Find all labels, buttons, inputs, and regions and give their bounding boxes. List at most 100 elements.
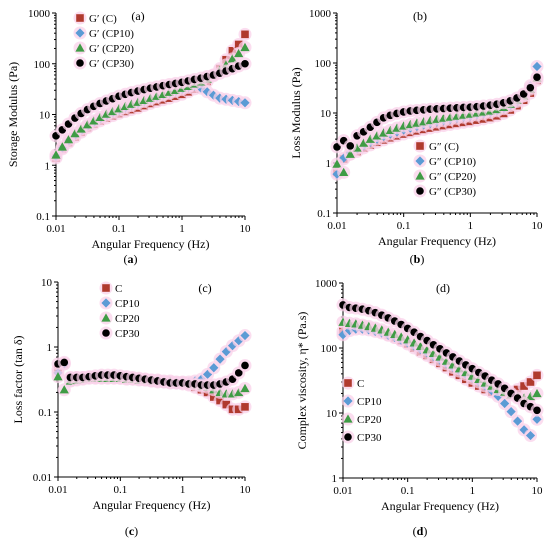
legend: G′ (C) G′ (CP10) G′ (CP20) G′ (CP30) [73, 11, 134, 70]
panel-label: (c) [198, 281, 211, 295]
caption-close: ) [134, 524, 138, 538]
legend-marker [416, 187, 424, 195]
data-point [82, 120, 93, 129]
data-point [240, 383, 250, 393]
data-point [202, 87, 212, 97]
y-tick-label: 0.01 [33, 472, 52, 484]
legend-marker [416, 142, 424, 150]
data-point [222, 400, 231, 409]
y-axis-title: Loss Modulus (Pa) [289, 67, 303, 158]
legend-label: CP10 [357, 396, 382, 408]
y-tick-label: 100 [34, 59, 51, 71]
legend-marker [344, 433, 352, 441]
legend-marker [76, 14, 84, 22]
legend-label: CP20 [115, 313, 140, 325]
panel-caption: (b) [410, 252, 425, 266]
data-point [520, 382, 528, 390]
data-point [215, 354, 225, 364]
data-point [532, 388, 542, 398]
data-point [216, 396, 224, 405]
legend-item: C [99, 281, 122, 295]
x-tick-label: 1 [179, 223, 185, 235]
legend-item: CP10 [99, 296, 140, 310]
data-point [506, 407, 516, 417]
legend-label: G″ (CP30) [429, 186, 476, 198]
data-point [526, 378, 535, 386]
y-tick-label: 1000 [28, 8, 51, 20]
panel-caption: (d) [413, 524, 428, 538]
legend-marker [344, 379, 352, 387]
data-point [234, 48, 244, 58]
x-axis-title: Angular Frequency (Hz) [92, 237, 210, 251]
series-CP30 [330, 70, 544, 154]
x-tick-label: 0.01 [48, 484, 67, 496]
legend-item: G″ (CP30) [413, 184, 476, 198]
legend-label: G″ (CP20) [429, 171, 476, 183]
data-point [240, 42, 250, 52]
panel-caption: (a) [124, 252, 138, 266]
y-axis-title: Complex viscosity, η* (Pa.s) [295, 312, 309, 450]
x-tick-label: 0.01 [46, 223, 65, 235]
data-point [76, 124, 86, 133]
data-point [89, 116, 99, 125]
caption-close: ) [420, 252, 424, 266]
legend-marker [75, 43, 85, 52]
legend-marker [415, 156, 425, 166]
y-tick-label: 1 [326, 158, 332, 170]
y-tick-label: 100 [315, 58, 332, 70]
series-CP30 [336, 298, 544, 417]
y-tick-label: 10 [41, 277, 53, 289]
legend-item: CP20 [341, 412, 382, 426]
legend-marker [343, 414, 353, 423]
legend-item: G′ (CP10) [73, 26, 134, 40]
data-point [241, 59, 249, 68]
x-axis-title: Angular Frequency (Hz) [93, 498, 211, 512]
legend-label: CP30 [115, 328, 140, 340]
y-tick-label: 1000 [315, 278, 338, 290]
data-point [234, 369, 243, 377]
caption-open: ( [124, 252, 128, 266]
data-point [210, 393, 218, 401]
data-point [234, 387, 244, 397]
caption-letter: b [414, 252, 421, 266]
caption-close: ) [134, 252, 138, 266]
caption-letter: d [417, 524, 424, 538]
caption-open: ( [410, 252, 414, 266]
data-point [512, 416, 523, 426]
data-point [526, 83, 535, 92]
data-point [533, 73, 541, 81]
series-CP30 [51, 355, 252, 392]
y-axis-title: Storage Modulus (Pa) [6, 62, 20, 167]
legend-label: G″ (CP10) [429, 156, 476, 168]
data-point [57, 142, 67, 151]
y-tick-label: 1 [332, 473, 338, 485]
data-point [365, 134, 375, 143]
data-point [525, 430, 536, 441]
x-tick-label: 10 [240, 484, 252, 496]
data-point [234, 405, 243, 414]
x-tick-label: 0.1 [397, 220, 411, 232]
data-point [60, 358, 69, 367]
legend-item: CP10 [341, 394, 382, 408]
legend-item: G″ (C) [413, 139, 459, 153]
panel-c: 0.01 0.1 1 10 0.01 0.1 1 10 Angular Frequency (H… [11, 277, 252, 538]
y-tick-label: 1 [45, 160, 51, 172]
y-tick-label: 0.1 [38, 407, 52, 419]
data-point [345, 149, 355, 158]
legend-item: G′ (C) [73, 11, 117, 25]
data-point [234, 40, 243, 49]
data-point [533, 406, 541, 415]
data-point [519, 425, 529, 435]
legend-marker [101, 298, 111, 308]
legend-item: CP30 [99, 326, 140, 340]
caption-open: ( [413, 524, 417, 538]
x-tick-label: 10 [240, 223, 252, 235]
panel-label: (d) [436, 281, 450, 295]
y-axis-title: Loss factor (tan δ) [11, 336, 25, 424]
y-tick-label: 10 [326, 408, 338, 420]
legend: C CP10 CP20 CP30 [99, 281, 140, 340]
x-axis-title: Angular Frequency (Hz) [381, 499, 499, 513]
legend-label: CP10 [115, 298, 140, 310]
